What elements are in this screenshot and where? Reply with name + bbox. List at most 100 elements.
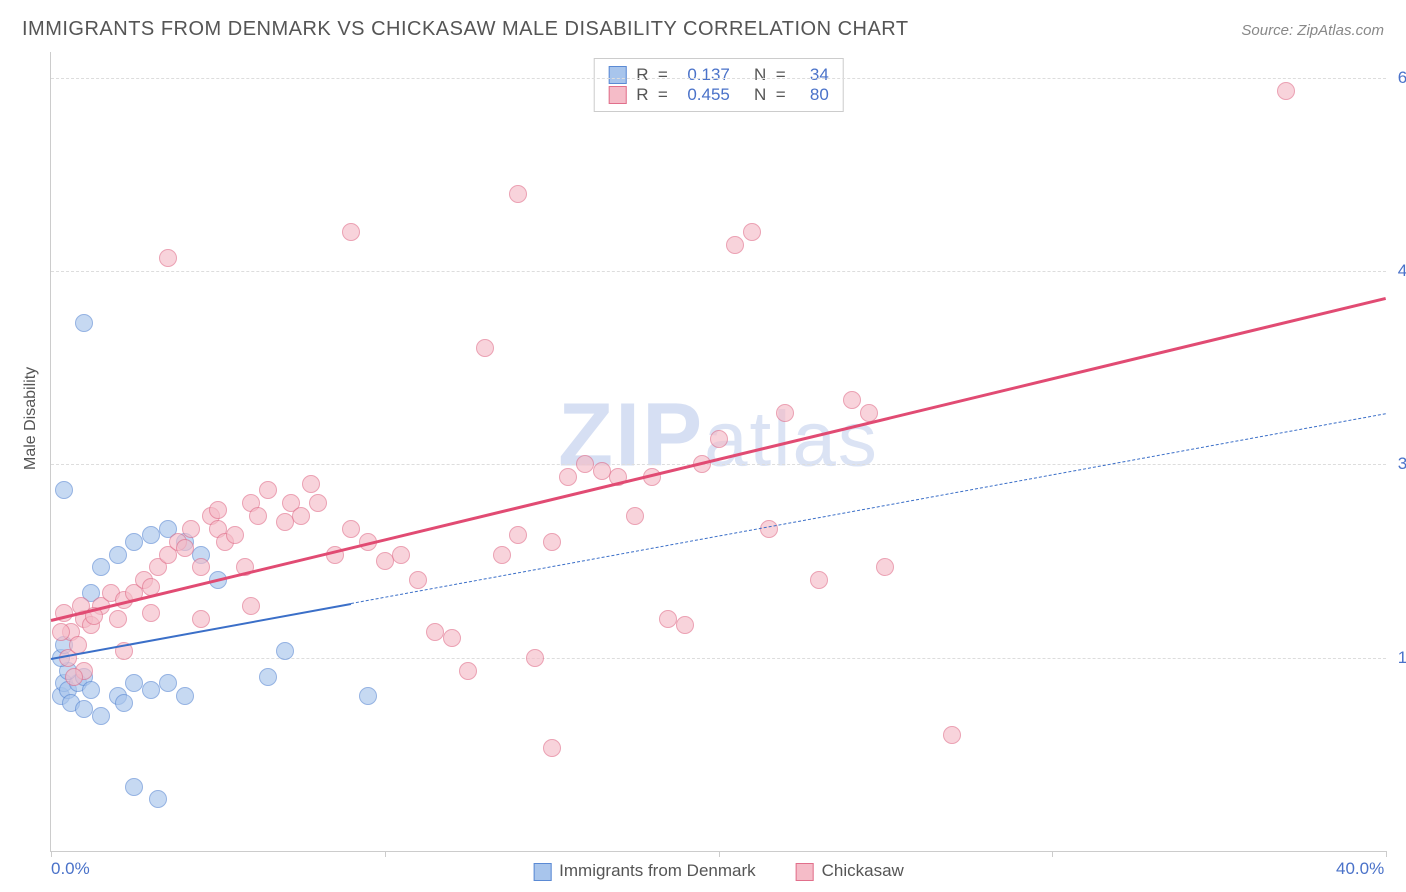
y-tick-label: 60.0% [1398,68,1406,88]
scatter-point [509,526,527,544]
x-tick [1052,851,1053,857]
scatter-point [92,707,110,725]
stats-row: R = 0.455 N = 80 [608,85,829,105]
scatter-point [192,558,210,576]
scatter-point [125,533,143,551]
n-label: N = [740,65,800,85]
chart-title: IMMIGRANTS FROM DENMARK VS CHICKASAW MAL… [22,18,909,41]
scatter-point [409,571,427,589]
scatter-point [52,623,70,641]
legend-swatch [608,86,626,104]
plot-area: ZIPatlas R = 0.137 N = 34R = 0.455 N = 8… [50,52,1386,852]
scatter-point [543,739,561,757]
scatter-point [392,546,410,564]
scatter-point [115,694,133,712]
scatter-point [142,604,160,622]
scatter-point [843,391,861,409]
scatter-point [109,610,127,628]
stats-row: R = 0.137 N = 34 [608,65,829,85]
scatter-point [493,546,511,564]
gridline-h [51,464,1386,465]
scatter-point [226,526,244,544]
scatter-point [342,223,360,241]
scatter-point [810,571,828,589]
x-tick [719,851,720,857]
scatter-point [159,249,177,267]
scatter-point [876,558,894,576]
scatter-point [276,642,294,660]
gridline-h [51,658,1386,659]
scatter-point [543,533,561,551]
x-tick-label: 0.0% [51,859,90,879]
scatter-point [176,539,194,557]
scatter-point [75,314,93,332]
legend-item: Immigrants from Denmark [533,861,755,881]
scatter-point [776,404,794,422]
n-label: N = [740,85,800,105]
scatter-point [292,507,310,525]
scatter-point [92,558,110,576]
scatter-point [526,649,544,667]
n-value: 80 [810,85,829,105]
scatter-point [559,468,577,486]
scatter-point [509,185,527,203]
scatter-point [593,462,611,480]
scatter-point [276,513,294,531]
scatter-point [359,687,377,705]
y-tick-label: 45.0% [1398,261,1406,281]
scatter-point [943,726,961,744]
r-value: 0.455 [687,85,730,105]
scatter-point [576,455,594,473]
scatter-point [142,681,160,699]
scatter-point [459,662,477,680]
legend-label: Immigrants from Denmark [559,861,755,880]
scatter-point [109,546,127,564]
gridline-h [51,271,1386,272]
y-tick-label: 15.0% [1398,648,1406,668]
legend-bottom: Immigrants from Denmark Chickasaw [533,861,904,881]
source-value: ZipAtlas.com [1297,22,1384,39]
legend-swatch [796,863,814,881]
x-tick [1386,851,1387,857]
scatter-point [302,475,320,493]
scatter-point [710,430,728,448]
x-tick-label: 40.0% [1336,859,1384,879]
r-label: R = [636,65,677,85]
scatter-point [342,520,360,538]
scatter-point [259,481,277,499]
scatter-point [125,674,143,692]
scatter-point [159,674,177,692]
stats-legend-box: R = 0.137 N = 34R = 0.455 N = 80 [593,58,844,112]
scatter-point [65,668,83,686]
scatter-point [760,520,778,538]
scatter-point [1277,82,1295,100]
scatter-point [626,507,644,525]
legend-swatch [533,863,551,881]
scatter-point [426,623,444,641]
scatter-point [376,552,394,570]
scatter-point [125,778,143,796]
scatter-point [209,501,227,519]
scatter-point [249,507,267,525]
x-tick [385,851,386,857]
legend-label: Chickasaw [822,861,904,880]
y-tick-label: 30.0% [1398,454,1406,474]
scatter-point [149,790,167,808]
scatter-point [676,616,694,634]
scatter-point [443,629,461,647]
scatter-point [726,236,744,254]
y-axis-label: Male Disability [22,367,40,470]
n-value: 34 [810,65,829,85]
legend-item: Chickasaw [796,861,904,881]
source-credit: Source: ZipAtlas.com [1241,22,1384,39]
scatter-point [182,520,200,538]
x-tick [51,851,52,857]
scatter-point [142,526,160,544]
source-label: Source: [1241,22,1293,39]
scatter-point [176,687,194,705]
scatter-point [476,339,494,357]
gridline-h [51,78,1386,79]
scatter-point [192,610,210,628]
scatter-point [659,610,677,628]
r-label: R = [636,85,677,105]
